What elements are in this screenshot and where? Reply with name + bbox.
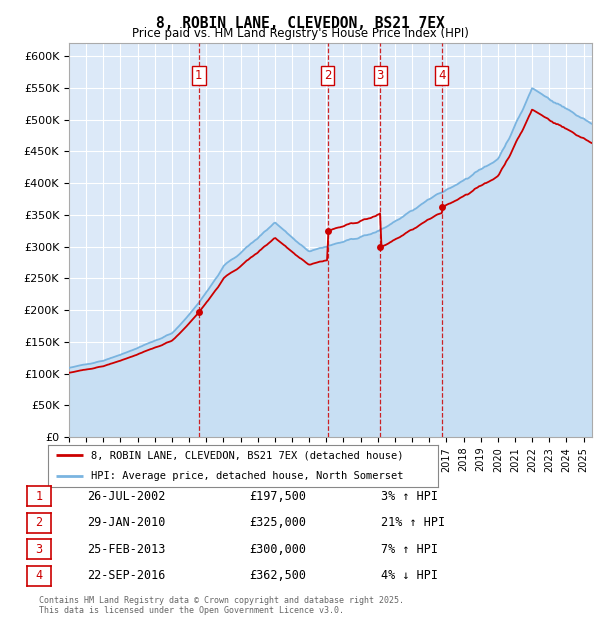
- Text: £362,500: £362,500: [249, 570, 306, 582]
- Text: 4: 4: [35, 570, 43, 582]
- Text: 21% ↑ HPI: 21% ↑ HPI: [381, 516, 445, 529]
- Text: £300,000: £300,000: [249, 543, 306, 556]
- Text: HPI: Average price, detached house, North Somerset: HPI: Average price, detached house, Nort…: [91, 471, 403, 481]
- Text: 4% ↓ HPI: 4% ↓ HPI: [381, 570, 438, 582]
- Text: 1: 1: [35, 490, 43, 502]
- Text: 3: 3: [377, 69, 384, 82]
- Text: Price paid vs. HM Land Registry's House Price Index (HPI): Price paid vs. HM Land Registry's House …: [131, 27, 469, 40]
- Text: 2: 2: [35, 516, 43, 529]
- Text: £197,500: £197,500: [249, 490, 306, 502]
- Text: £325,000: £325,000: [249, 516, 306, 529]
- Text: 8, ROBIN LANE, CLEVEDON, BS21 7EX: 8, ROBIN LANE, CLEVEDON, BS21 7EX: [155, 16, 445, 31]
- Text: 3% ↑ HPI: 3% ↑ HPI: [381, 490, 438, 502]
- Text: 26-JUL-2002: 26-JUL-2002: [87, 490, 166, 502]
- Text: 25-FEB-2013: 25-FEB-2013: [87, 543, 166, 556]
- Text: 29-JAN-2010: 29-JAN-2010: [87, 516, 166, 529]
- Text: 4: 4: [438, 69, 446, 82]
- Text: 2: 2: [324, 69, 331, 82]
- Text: 22-SEP-2016: 22-SEP-2016: [87, 570, 166, 582]
- Text: 8, ROBIN LANE, CLEVEDON, BS21 7EX (detached house): 8, ROBIN LANE, CLEVEDON, BS21 7EX (detac…: [91, 450, 403, 460]
- Text: 1: 1: [195, 69, 203, 82]
- Text: Contains HM Land Registry data © Crown copyright and database right 2025.
This d: Contains HM Land Registry data © Crown c…: [39, 596, 404, 615]
- Text: 3: 3: [35, 543, 43, 556]
- Text: 7% ↑ HPI: 7% ↑ HPI: [381, 543, 438, 556]
